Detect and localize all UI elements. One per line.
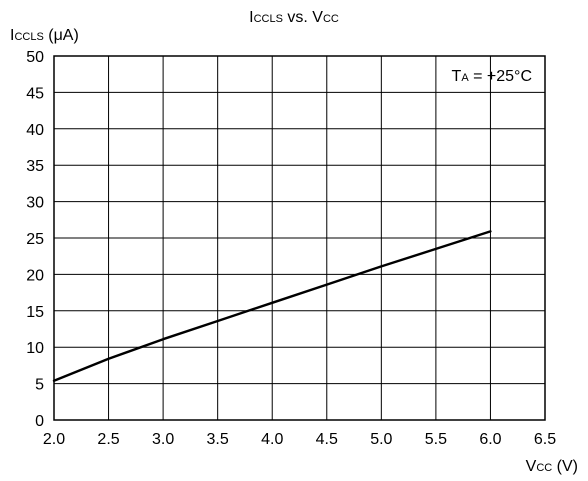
x-tick-label: 6.5 bbox=[534, 431, 556, 448]
x-tick-label: 3.0 bbox=[152, 431, 174, 448]
y-tick-label: 45 bbox=[26, 85, 44, 102]
x-tick-label: 6.0 bbox=[479, 431, 501, 448]
x-tick-label: 5.5 bbox=[425, 431, 447, 448]
x-tick-label: 2.5 bbox=[97, 431, 119, 448]
y-tick-label: 40 bbox=[26, 122, 44, 139]
y-tick-label: 35 bbox=[26, 158, 44, 175]
x-tick-label: 3.5 bbox=[207, 431, 229, 448]
y-tick-label: 10 bbox=[26, 340, 44, 357]
y-tick-labels: 0 5 10 15 20 25 30 35 40 45 50 bbox=[26, 49, 44, 430]
x-axis-label: VCC (V) bbox=[526, 458, 578, 475]
temperature-annotation: TA = +25°C bbox=[452, 68, 532, 85]
series-line-iccls bbox=[52, 230, 492, 382]
x-tick-label: 2.0 bbox=[43, 431, 65, 448]
plot-frame bbox=[53, 55, 546, 421]
y-tick-label: 15 bbox=[26, 304, 44, 321]
chart-title: ICCLS vs. VCC bbox=[249, 9, 339, 26]
y-tick-label: 25 bbox=[26, 231, 44, 248]
y-tick-label: 0 bbox=[35, 413, 44, 430]
y-tick-label: 20 bbox=[26, 267, 44, 284]
x-tick-label: 4.5 bbox=[316, 431, 338, 448]
y-tick-label: 50 bbox=[26, 49, 44, 66]
x-tick-labels: 2.0 2.5 3.0 3.5 4.0 4.5 5.0 5.5 6.0 6.5 bbox=[43, 431, 556, 448]
x-tick-label: 4.0 bbox=[261, 431, 283, 448]
y-tick-label: 30 bbox=[26, 195, 44, 212]
y-tick-label: 5 bbox=[35, 377, 44, 394]
x-tick-label: 5.0 bbox=[370, 431, 392, 448]
data-series bbox=[52, 230, 492, 382]
y-axis-label: ICCLS (μA) bbox=[10, 27, 79, 44]
